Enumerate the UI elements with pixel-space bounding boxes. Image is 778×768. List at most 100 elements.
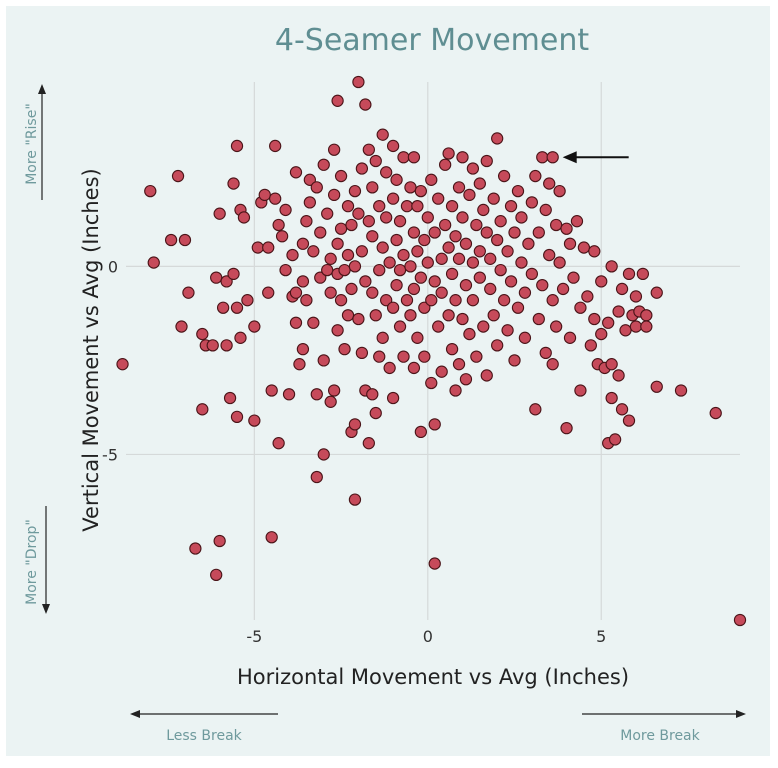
data-point [164, 233, 178, 247]
data-point [227, 177, 240, 190]
data-point [373, 350, 386, 363]
data-point [608, 433, 622, 446]
data-point [289, 286, 303, 299]
data-point [380, 211, 393, 224]
right-arrow-icon [736, 710, 746, 718]
data-point [324, 286, 337, 299]
y-tick-label: 0 [108, 257, 118, 276]
data-point [213, 207, 226, 220]
data-point [619, 324, 632, 337]
data-point [449, 230, 462, 243]
data-point [362, 437, 375, 450]
data-point [352, 75, 365, 89]
data-point [549, 218, 563, 232]
data-point [206, 339, 219, 352]
data-point [380, 294, 393, 307]
more-rise-label: More "Rise" [24, 103, 40, 185]
data-point [487, 192, 500, 205]
data-point [210, 271, 223, 284]
data-point [588, 312, 601, 326]
data-point [529, 169, 542, 183]
data-point [518, 286, 532, 299]
data-point [733, 613, 747, 627]
data-point [612, 369, 625, 382]
data-point [359, 275, 372, 288]
data-point [327, 188, 341, 202]
data-point [595, 327, 608, 341]
tick-labels: -5 0 5 -5 0 [102, 257, 606, 646]
data-point [435, 365, 448, 378]
data-point [397, 248, 410, 262]
data-point [262, 286, 275, 299]
data-point [352, 312, 365, 326]
up-arrow-icon [38, 84, 46, 94]
data-point [477, 320, 490, 333]
data-point [237, 211, 251, 224]
data-point [411, 245, 424, 258]
data-point [321, 207, 334, 220]
data-point [144, 184, 157, 198]
data-point [584, 339, 597, 352]
data-point [442, 241, 455, 254]
data-point [477, 203, 490, 217]
data-point [327, 143, 341, 156]
data-point [553, 184, 566, 198]
data-point [407, 361, 421, 375]
data-point [494, 263, 507, 277]
data-point [466, 256, 480, 269]
data-point [414, 425, 428, 439]
data-point [449, 294, 462, 307]
data-point [484, 252, 497, 265]
data-point [331, 94, 344, 107]
data-point [560, 222, 573, 235]
data-point [369, 406, 382, 420]
data-point [612, 305, 625, 318]
data-point [470, 218, 483, 232]
data-point [459, 237, 473, 250]
data-point [348, 493, 362, 506]
scatter-chart: 4-Seamer Movement -5 0 5 -5 0 Horizontal Mov… [24, 23, 747, 744]
data-point [230, 139, 244, 153]
data-point [539, 346, 552, 360]
data-point [473, 177, 486, 190]
data-point [549, 320, 563, 333]
data-point [334, 169, 348, 183]
data-point [588, 245, 601, 258]
data-point [556, 282, 570, 296]
data-point [525, 267, 539, 281]
data-point [390, 173, 403, 186]
data-point [456, 211, 469, 224]
data-point [404, 309, 417, 322]
data-point [435, 252, 448, 265]
data-point [421, 211, 434, 224]
data-point [504, 200, 518, 213]
data-point [303, 196, 317, 209]
data-point [456, 151, 469, 164]
data-point [362, 215, 375, 228]
data-point [359, 98, 372, 111]
data-point [532, 226, 545, 239]
y-tick-label: -5 [102, 445, 118, 464]
data-point [352, 207, 365, 220]
data-point [432, 192, 445, 205]
data-point [341, 248, 355, 262]
data-point [577, 241, 591, 254]
data-point [525, 196, 539, 209]
data-point [338, 342, 351, 356]
more-rise-hint: More "Rise" [24, 84, 46, 200]
down-arrow-icon [42, 604, 50, 614]
data-point [445, 200, 459, 213]
data-point [116, 358, 129, 371]
data-point [404, 181, 417, 194]
data-point [227, 267, 240, 281]
data-point [452, 181, 466, 194]
data-point [515, 256, 528, 269]
data-point [178, 233, 192, 247]
data-point [310, 470, 323, 484]
data-point [258, 188, 271, 202]
data-point [449, 384, 462, 397]
data-point [425, 294, 438, 307]
data-point [563, 331, 577, 344]
data-point [442, 309, 455, 322]
data-point [369, 309, 382, 322]
